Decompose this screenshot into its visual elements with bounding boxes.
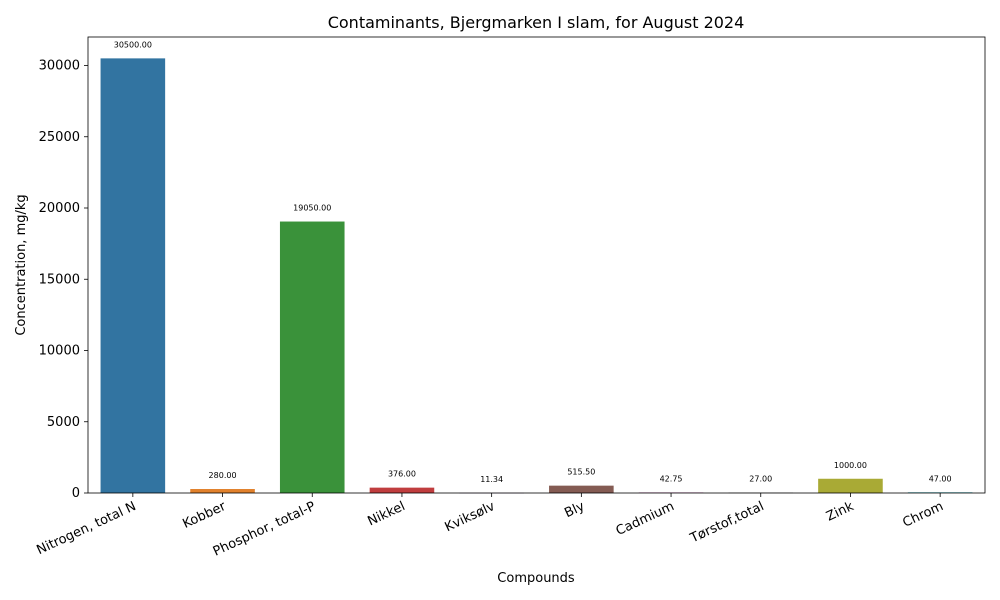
bar-value-label: 1000.00 <box>834 461 867 470</box>
x-tick-label: Zink <box>824 499 856 525</box>
y-tick-label: 10000 <box>39 344 80 359</box>
y-tick-label: 5000 <box>47 415 80 430</box>
bar-value-label: 27.00 <box>749 475 772 484</box>
bar-value-label: 376.00 <box>388 470 416 479</box>
y-axis-label: Concentration, mg/kg <box>14 194 29 335</box>
y-tick-label: 30000 <box>39 59 80 74</box>
bar <box>369 487 435 493</box>
plot-frame <box>87 36 986 494</box>
bar <box>279 221 345 493</box>
x-tick-label: Nitrogen, total N <box>35 499 139 558</box>
y-tick-label: 15000 <box>39 272 80 287</box>
bar <box>190 489 255 493</box>
x-tick-label: Chrom <box>901 499 946 531</box>
bar-value-label: 30500.00 <box>114 40 152 49</box>
x-tick-label: Tørstof,total <box>687 499 766 547</box>
bar-value-label: 47.00 <box>929 474 952 483</box>
x-tick-label: Bly <box>562 499 587 521</box>
bars <box>100 58 973 494</box>
bar <box>549 485 614 493</box>
bar-value-label: 19050.00 <box>293 204 331 213</box>
y-axis-ticks: 0 5000 10000 15000 20000 25000 30000 <box>39 59 88 501</box>
x-axis-label: Compounds <box>497 571 575 586</box>
bar <box>818 478 883 493</box>
bar-value-label: 42.75 <box>660 474 683 483</box>
data-labels: 30500.00 280.00 19050.00 376.00 11.34 515.50 4… <box>114 40 952 483</box>
x-tick-label: Phosphor, total-P <box>211 499 318 560</box>
bar-value-label: 515.50 <box>567 468 595 477</box>
bar <box>100 58 166 493</box>
bar-value-label: 280.00 <box>209 471 237 480</box>
x-tick-label: Nikkel <box>365 499 407 529</box>
y-tick-label: 25000 <box>39 130 80 145</box>
x-tick-label: Kobber <box>180 499 228 532</box>
bar-value-label: 11.34 <box>480 475 503 484</box>
chart-title: Contaminants, Bjergmarken I slam, for Au… <box>328 13 745 32</box>
x-tick-label: Kviksølv <box>443 499 498 535</box>
x-tick-label: Cadmium <box>614 499 677 539</box>
y-tick-label: 20000 <box>39 201 80 216</box>
y-tick-label: 0 <box>72 486 80 501</box>
